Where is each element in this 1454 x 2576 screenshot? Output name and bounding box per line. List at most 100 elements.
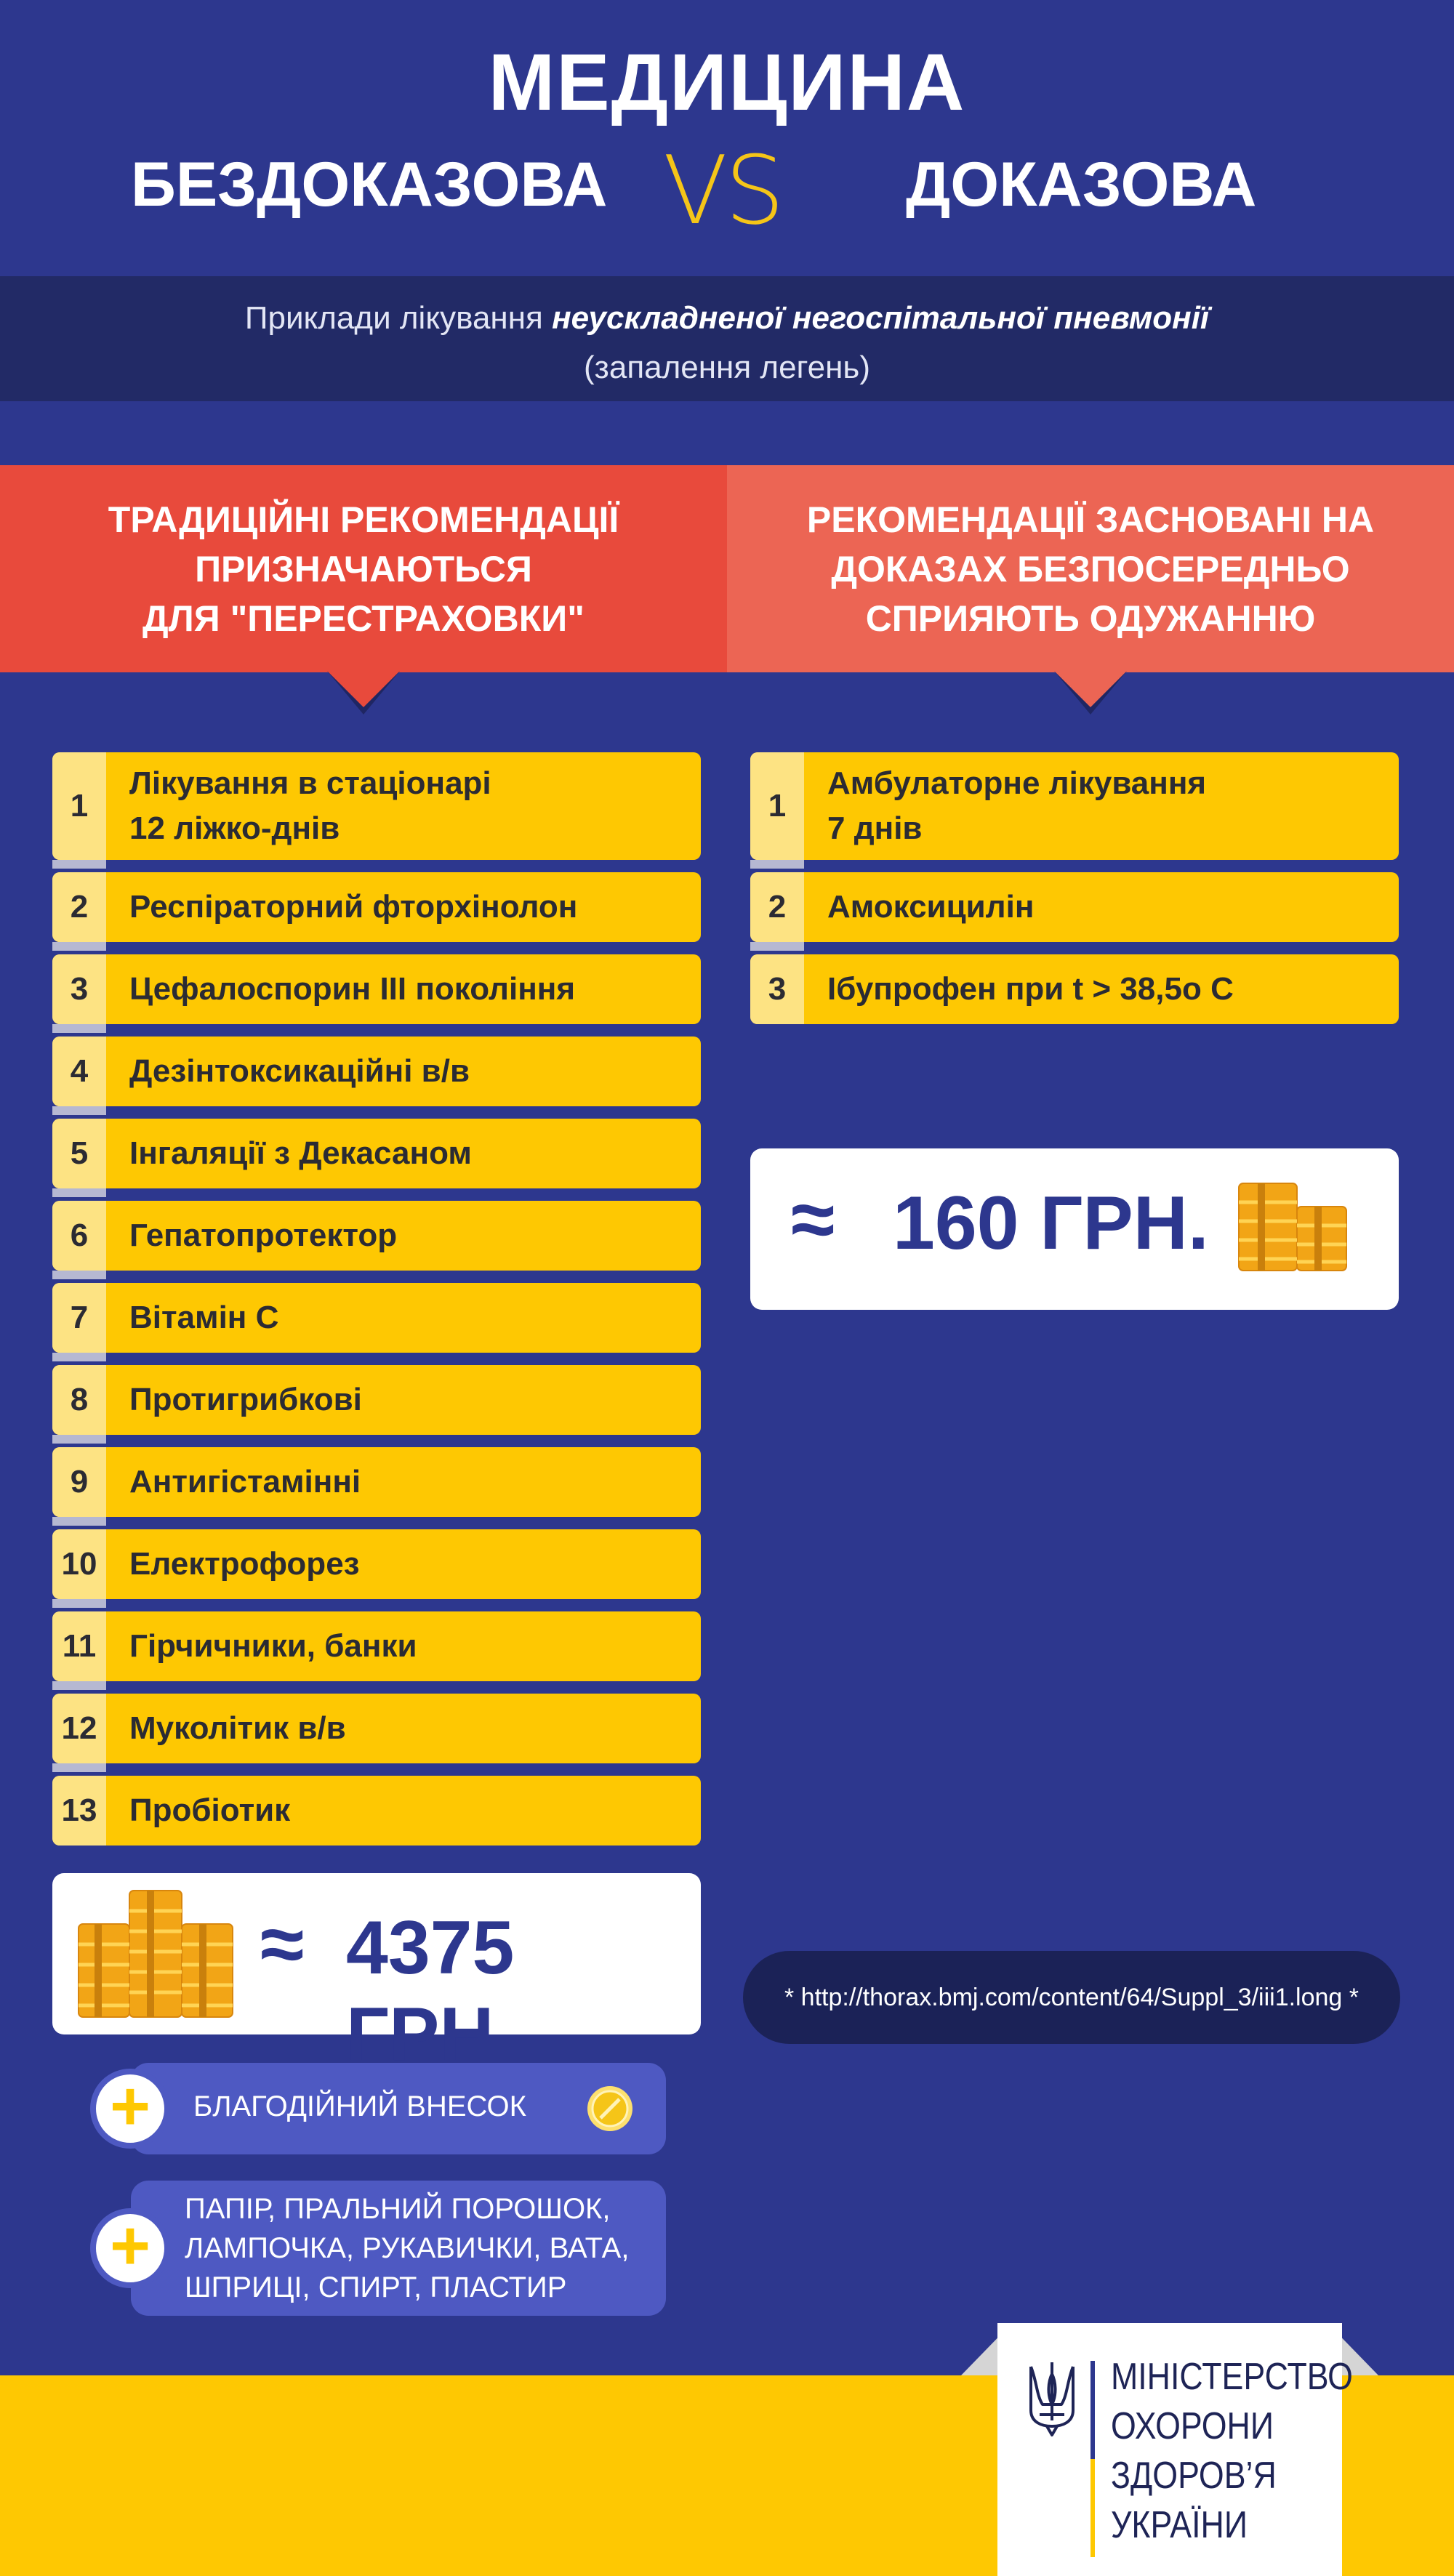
item-shadow xyxy=(52,1599,106,1608)
item-shadow xyxy=(52,1106,106,1115)
trident-emblem-icon xyxy=(1029,2362,1075,2436)
plus-icon: + xyxy=(90,2069,170,2149)
left-heading-line: ТРАДИЦІЙНІ РЕКОМЕНДАЦІЇ xyxy=(108,499,619,540)
page-title: МЕДИЦИНА xyxy=(488,38,966,127)
plus-glyph: + xyxy=(109,2207,151,2285)
item-shadow xyxy=(52,1271,106,1279)
item-shadow xyxy=(750,942,804,951)
right-heading-line: РЕКОМЕНДАЦІЇ ЗАСНОВАНІ НА xyxy=(806,499,1375,540)
item-shadow xyxy=(52,1188,106,1197)
item-label-line: Лікування в стаціонарі xyxy=(129,765,491,801)
left-heading-line: ПРИЗНАЧАЮТЬСЯ xyxy=(195,548,532,589)
item-number: 10 xyxy=(52,1529,106,1599)
item-label: Пробіотик xyxy=(129,1792,291,1828)
list-item: 7 Вітамін С xyxy=(52,1283,701,1361)
item-shadow xyxy=(52,1024,106,1033)
item-number: 3 xyxy=(52,954,106,1024)
ministry-name-line: МІНІСТЕРСТВО xyxy=(1111,2356,1353,2398)
logo-divider-blue xyxy=(1090,2361,1095,2459)
item-label: Вітамін С xyxy=(129,1300,279,1335)
item-number: 8 xyxy=(52,1365,106,1435)
item-label: Муколітик в/в xyxy=(129,1710,346,1746)
list-item: 8 Протигрибкові xyxy=(52,1365,701,1444)
coin-stack-icon xyxy=(78,1890,233,2018)
item-number: 11 xyxy=(52,1611,106,1681)
item-label-line: 7 днів xyxy=(827,810,923,846)
item-shadow xyxy=(52,1517,106,1526)
item-label: Цефалоспорин III покоління xyxy=(129,971,576,1007)
header-left-label: БЕЗДОКАЗОВА xyxy=(131,150,608,220)
list-item: 3 Ібупрофен при t > 38,5о С xyxy=(750,954,1399,1024)
item-number: 12 xyxy=(52,1694,106,1763)
item-label: Гепатопротектор xyxy=(129,1217,398,1253)
extra-supplies-line: ПАПІР, ПРАЛЬНИЙ ПОРОШОК, xyxy=(185,2193,611,2225)
item-shadow xyxy=(52,1353,106,1361)
subtitle: Приклади лікування неускладненої негоспі… xyxy=(0,276,1454,401)
item-label: Амбулаторне лікування 7 днів xyxy=(804,761,1206,851)
list-item: 12 Муколітик в/в xyxy=(52,1694,701,1772)
list-item: 3 Цефалоспорин III покоління xyxy=(52,954,701,1033)
item-label: Протигрибкові xyxy=(129,1382,362,1417)
item-number: 7 xyxy=(52,1283,106,1353)
list-item: 2 Амоксицилін xyxy=(750,872,1399,951)
list-item: 10 Електрофорез xyxy=(52,1529,701,1608)
item-number: 6 xyxy=(52,1201,106,1271)
ministry-logo: МІНІСТЕРСТВО ОХОРОНИ ЗДОРОВ’Я УКРАЇНИ xyxy=(997,2323,1353,2576)
list-item: 1 Лікування в стаціонарі 12 ліжко-днів xyxy=(52,752,701,869)
extra-donation-pill: БЛАГОДІЙНИЙ ВНЕСОК xyxy=(131,2063,666,2154)
ministry-name: МІНІСТЕРСТВО ОХОРОНИ ЗДОРОВ’Я УКРАЇНИ xyxy=(1111,2352,1353,2550)
reference-link[interactable]: * http://thorax.bmj.com/content/64/Suppl… xyxy=(743,1951,1400,2044)
left-price-box: ≈ 4375 ГРН. xyxy=(52,1873,701,2077)
subtitle-emphasis: неускладненої негоспітальної пневмонії xyxy=(552,300,1210,336)
list-item: 13 Пробіотик xyxy=(52,1776,701,1846)
item-label-line: 12 ліжко-днів xyxy=(129,810,340,846)
item-number: 5 xyxy=(52,1119,106,1188)
list-item: 11 Гірчичники, банки xyxy=(52,1611,701,1690)
approx-sign: ≈ xyxy=(260,1899,305,1989)
right-price-box: ≈ 160 ГРН. xyxy=(750,1148,1399,1310)
item-number: 13 xyxy=(52,1776,106,1846)
subtitle-line-2: (запалення легень) xyxy=(584,350,870,385)
right-heading-line: СПРИЯЮТЬ ОДУЖАННЮ xyxy=(865,597,1316,639)
subtitle-line-1: Приклади лікування неускладненої негоспі… xyxy=(0,294,1454,343)
item-shadow xyxy=(52,1435,106,1444)
extra-supplies-pill: ПАПІР, ПРАЛЬНИЙ ПОРОШОК, ЛАМПОЧКА, РУКАВ… xyxy=(131,2181,666,2316)
approx-sign: ≈ xyxy=(791,1175,835,1264)
item-number: 1 xyxy=(750,752,804,860)
item-label: Електрофорез xyxy=(129,1546,360,1582)
item-shadow xyxy=(750,860,804,869)
extra-donation-label: БЛАГОДІЙНИЙ ВНЕСОК xyxy=(193,2090,526,2122)
subtitle-prefix: Приклади лікування xyxy=(244,300,553,336)
right-price-value: 160 ГРН. xyxy=(893,1181,1209,1265)
plus-icon: + xyxy=(90,2208,170,2288)
list-item: 1 Амбулаторне лікування 7 днів xyxy=(750,752,1399,869)
ministry-name-line: ЗДОРОВ’Я xyxy=(1111,2455,1277,2497)
item-shadow xyxy=(52,860,106,869)
extra-supplies-line: ШПРИЦІ, СПИРТ, ПЛАСТИР xyxy=(185,2271,567,2303)
ministry-name-line: УКРАЇНИ xyxy=(1111,2504,1248,2546)
item-label: Респіраторний фторхінолон xyxy=(129,889,578,925)
right-column-heading: РЕКОМЕНДАЦІЇ ЗАСНОВАНІ НА ДОКАЗАХ БЕЗПОС… xyxy=(727,465,1454,672)
ministry-name-line: ОХОРОНИ xyxy=(1111,2405,1274,2447)
item-shadow xyxy=(52,1681,106,1690)
item-label-line: Амбулаторне лікування xyxy=(827,765,1207,801)
item-label: Амоксицилін xyxy=(827,889,1035,925)
list-item: 4 Дезінтоксикаційні в/в xyxy=(52,1037,701,1115)
item-label: Лікування в стаціонарі 12 ліжко-днів xyxy=(106,761,491,851)
left-heading-pointer xyxy=(327,671,400,707)
item-number: 9 xyxy=(52,1447,106,1517)
list-item: 5 Інгаляції з Декасаном xyxy=(52,1119,701,1197)
item-number: 3 xyxy=(750,954,804,1024)
extra-supplies-text: ПАПІР, ПРАЛЬНИЙ ПОРОШОК, ЛАМПОЧКА, РУКАВ… xyxy=(185,2189,629,2307)
plus-glyph: + xyxy=(109,2067,151,2145)
item-shadow xyxy=(52,942,106,951)
coin-stack-icon xyxy=(1238,1183,1347,1271)
item-label: Антигістамінні xyxy=(129,1464,361,1500)
item-label: Ібупрофен при t > 38,5о С xyxy=(827,971,1234,1007)
list-item: 6 Гепатопротектор xyxy=(52,1201,701,1279)
right-heading-pointer xyxy=(1054,671,1127,707)
coin-icon xyxy=(587,2086,632,2131)
logo-divider-yellow xyxy=(1090,2361,1095,2557)
item-number: 2 xyxy=(52,872,106,942)
versus-label: VS xyxy=(663,135,784,246)
